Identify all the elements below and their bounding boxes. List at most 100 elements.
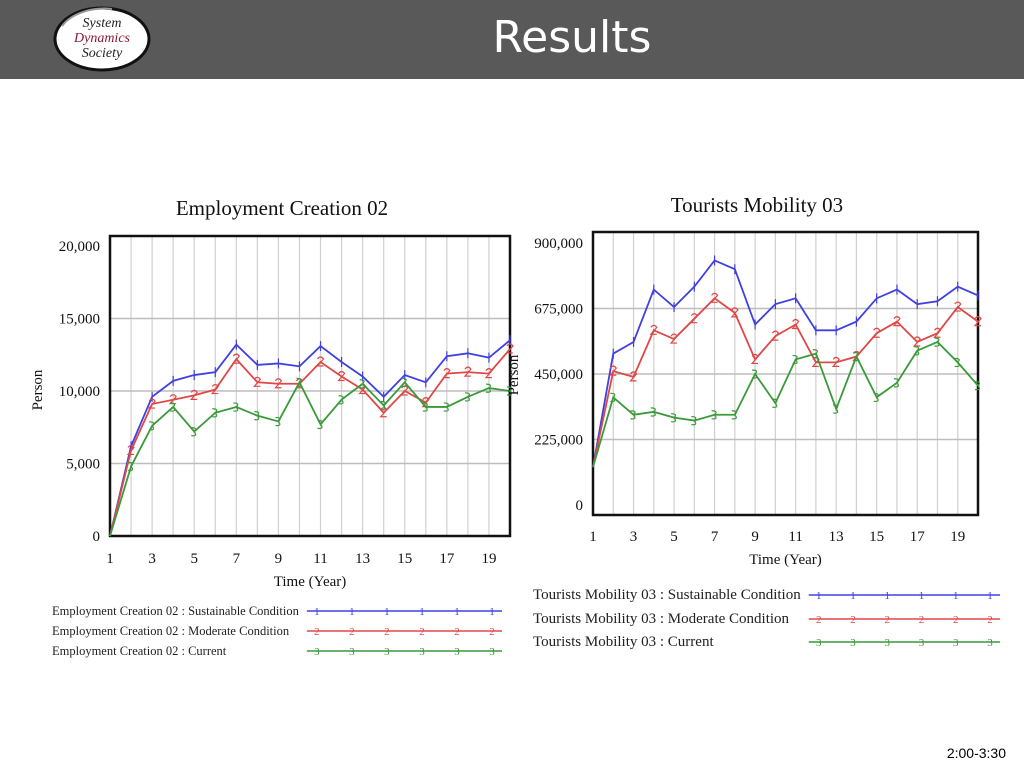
data-point-marker-icon	[650, 407, 656, 417]
x-tick-label: 15	[397, 551, 412, 567]
data-point-marker-icon	[833, 404, 839, 414]
data-point-marker-icon	[812, 349, 818, 359]
data-point-marker-icon	[791, 318, 800, 330]
chart-title: Tourists Mobility 03	[671, 193, 843, 217]
legend-marker: 2	[349, 626, 355, 638]
y-tick-label: 0	[576, 498, 584, 514]
data-point-marker-icon	[872, 327, 881, 338]
legend-marker: 3	[489, 646, 495, 658]
data-point-marker-icon	[669, 333, 678, 344]
legend-marker: 1	[384, 606, 390, 618]
legend-marker: 1	[349, 606, 355, 618]
logo-text-society: Society	[81, 46, 123, 61]
data-point-marker-icon	[422, 402, 428, 412]
x-tick-label: 11	[313, 551, 327, 567]
data-point-marker-icon	[254, 411, 260, 421]
logo-ring-icon	[53, 6, 151, 72]
y-tick-label: 450,000	[534, 367, 583, 383]
x-tick-label: 3	[148, 551, 156, 567]
data-point-marker-icon	[649, 324, 658, 335]
data-point-marker-icon	[401, 377, 407, 388]
legend-marker: 3	[816, 637, 822, 649]
system-dynamics-society-logo: System Dynamics Society	[52, 6, 152, 72]
legend-marker: 3	[919, 637, 925, 649]
legend-marker: 1	[816, 590, 822, 602]
data-point-marker-icon	[772, 398, 778, 408]
data-point-marker-icon	[608, 365, 618, 376]
data-point-marker-icon	[630, 410, 636, 420]
data-point-marker-icon	[484, 368, 493, 379]
data-point-marker-icon	[274, 378, 283, 389]
data-point-marker-icon	[974, 381, 981, 391]
data-point-marker-icon	[973, 316, 982, 327]
legend-marker: 2	[454, 626, 460, 638]
data-point-marker-icon	[914, 346, 920, 356]
data-point-marker-icon	[730, 307, 739, 318]
legend-marker: 3	[349, 646, 355, 658]
legend-marker: 2	[384, 626, 390, 638]
data-point-marker-icon	[610, 392, 616, 403]
x-tick-label: 13	[829, 529, 844, 545]
data-point-marker-icon	[127, 461, 134, 472]
data-point-marker-icon	[463, 366, 472, 377]
data-point-marker-icon	[792, 354, 798, 365]
plot-frame	[591, 230, 980, 517]
legend-marker: 1	[919, 590, 925, 602]
data-point-marker-icon	[731, 410, 737, 420]
y-tick-label: 225,000	[534, 433, 583, 449]
legend-marker: 2	[419, 626, 425, 638]
data-point-marker-icon	[212, 408, 218, 418]
series-line-3	[109, 380, 511, 537]
logo-text-dynamics: Dynamics	[74, 31, 130, 46]
legend-marker: 1	[314, 606, 320, 618]
x-tick-label: 19	[950, 529, 965, 545]
data-point-marker-icon	[210, 383, 220, 395]
data-point-marker-icon	[711, 410, 717, 420]
legend-marker: 2	[919, 614, 925, 626]
legend-label: Tourists Mobility 03 : Moderate Conditio…	[533, 611, 790, 627]
plot-frame	[108, 234, 512, 538]
x-tick-label: 13	[355, 551, 370, 567]
series-line-2	[109, 348, 511, 537]
data-point-marker-icon	[253, 376, 262, 387]
x-tick-label: 7	[233, 551, 241, 567]
legend-label: Tourists Mobility 03 : Current	[533, 634, 714, 650]
y-tick-label: 0	[93, 529, 101, 545]
slide-title: Results	[492, 12, 652, 63]
legend-marker: 2	[850, 614, 856, 626]
y-tick-label: 675,000	[534, 302, 583, 318]
legend-marker: 2	[884, 614, 890, 626]
x-axis-label: Time (Year)	[274, 574, 347, 590]
data-point-marker-icon	[442, 368, 451, 379]
data-point-marker-icon	[359, 379, 365, 389]
data-point-marker-icon	[752, 369, 758, 379]
legend-marker: 2	[816, 614, 822, 626]
data-point-marker-icon	[892, 316, 901, 327]
x-tick-label: 5	[190, 551, 198, 567]
data-point-marker-icon	[168, 394, 177, 405]
logo-text-system: System	[82, 16, 122, 31]
legend-marker: 3	[454, 646, 460, 658]
data-point-marker-icon	[771, 330, 780, 341]
data-point-marker-icon	[379, 407, 388, 418]
slide-header: System Dynamics Society Results	[0, 0, 1024, 79]
legend-marker: 1	[953, 590, 959, 602]
data-point-marker-icon	[275, 416, 281, 427]
data-point-marker-icon	[233, 402, 239, 412]
data-point-marker-icon	[670, 413, 677, 423]
x-tick-label: 17	[910, 529, 926, 545]
y-axis-label: Person	[506, 354, 522, 395]
data-point-marker-icon	[505, 343, 514, 354]
data-point-marker-icon	[337, 370, 346, 382]
data-point-marker-icon	[933, 327, 942, 338]
data-point-marker-icon	[934, 337, 940, 347]
data-point-marker-icon	[629, 371, 638, 382]
data-point-marker-icon	[421, 397, 430, 408]
legend-marker: 2	[987, 614, 993, 626]
data-point-marker-icon	[191, 427, 197, 437]
legend-marker: 3	[314, 646, 320, 658]
data-point-marker-icon	[710, 292, 719, 303]
legend-marker: 1	[987, 590, 993, 602]
x-axis-label: Time (Year)	[749, 552, 822, 568]
x-tick-label: 7	[711, 529, 719, 545]
